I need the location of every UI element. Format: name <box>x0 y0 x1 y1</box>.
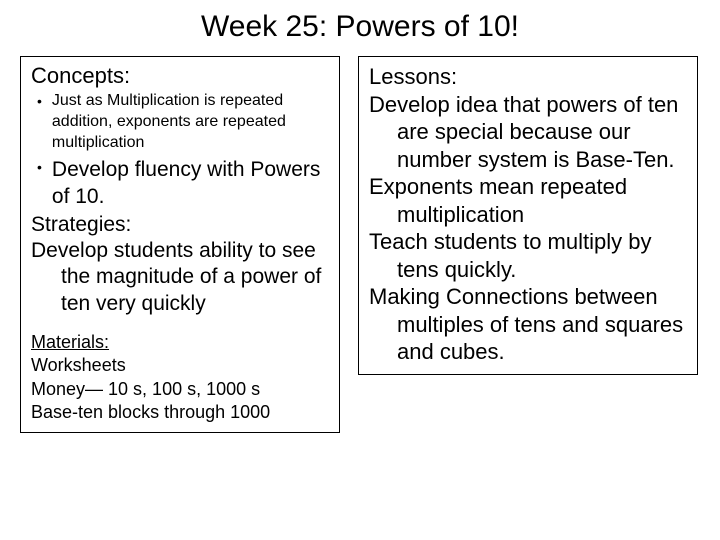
lessons-p4: Making Connections between multiples of … <box>369 283 687 366</box>
materials-line-2: Money— 10 s, 100 s, 1000 s <box>31 378 329 401</box>
materials-line-3: Base-ten blocks through 1000 <box>31 401 329 424</box>
concepts-bullet-1: • Just as Multiplication is repeated add… <box>31 91 329 153</box>
bullet-icon: • <box>37 91 42 111</box>
strategies-body: Develop students ability to see the magn… <box>31 238 329 317</box>
concepts-heading: Concepts: <box>31 63 329 89</box>
lessons-heading: Lessons: <box>369 63 687 91</box>
concepts-bullet-2: • Develop fluency with Powers of 10. <box>31 157 329 210</box>
lessons-p3: Teach students to multiply by tens quick… <box>369 228 687 283</box>
page-title: Week 25: Powers of 10! <box>20 10 700 44</box>
slide: Week 25: Powers of 10! Concepts: • Just … <box>0 0 720 540</box>
concepts-bullet-2-text: Develop fluency with Powers of 10. <box>52 157 329 210</box>
materials-block: Materials: Worksheets Money— 10 s, 100 s… <box>31 331 329 425</box>
two-column-layout: Concepts: • Just as Multiplication is re… <box>20 56 700 433</box>
lessons-p2: Exponents mean repeated multiplication <box>369 173 687 228</box>
strategies-heading: Strategies: <box>31 212 329 238</box>
lessons-box: Lessons: Develop idea that powers of ten… <box>358 56 698 375</box>
materials-line-1: Worksheets <box>31 354 329 377</box>
materials-heading: Materials: <box>31 331 329 354</box>
bullet-icon: • <box>37 157 42 177</box>
concepts-box: Concepts: • Just as Multiplication is re… <box>20 56 340 433</box>
lessons-body: Lessons: Develop idea that powers of ten… <box>369 63 687 366</box>
concepts-bullet-1-text: Just as Multiplication is repeated addit… <box>52 91 329 153</box>
lessons-p1: Develop idea that powers of ten are spec… <box>369 91 687 174</box>
